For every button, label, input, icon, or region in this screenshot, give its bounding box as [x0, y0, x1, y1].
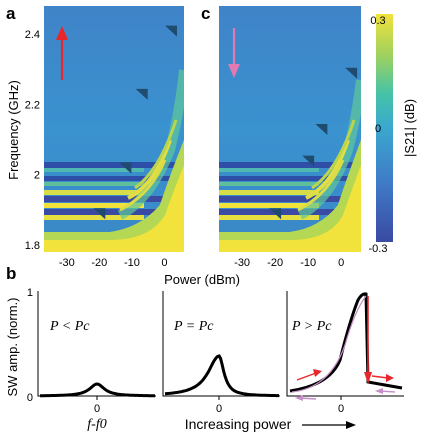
panel-label-b: b — [6, 264, 16, 283]
curve-b3 — [289, 292, 403, 393]
up-arrow-left — [296, 372, 317, 381]
condition-b1: P < Pc — [49, 319, 90, 334]
jump-arrow-head — [364, 372, 372, 384]
x-tick-a-0: -30 — [59, 257, 75, 269]
x-tick-a-2: -10 — [124, 257, 140, 269]
curve-b2 — [164, 354, 279, 398]
y-tick-a-1: 2 — [34, 170, 40, 182]
heatmap-a — [44, 6, 184, 252]
colorbar — [376, 14, 393, 242]
x-tick-a-3: 0 — [161, 257, 167, 269]
sweep-arrow-c — [228, 28, 240, 78]
marker-a-3 — [164, 25, 177, 37]
panel-label-c: c — [201, 4, 210, 23]
marker-a-0 — [93, 208, 106, 220]
marker-c-1 — [302, 155, 315, 167]
x-tick-c-1: -20 — [267, 257, 283, 269]
curve-b1 — [40, 382, 155, 398]
plot-b1: 0 P < Pc f-f0 — [37, 291, 156, 432]
marker-c-3 — [345, 67, 358, 79]
x-tick-c-0: -30 — [234, 257, 250, 269]
x-tick-c-3: 0 — [338, 257, 344, 269]
x-ticks-a: -30 -20 -10 0 — [59, 257, 168, 269]
marker-a-1 — [119, 162, 132, 174]
b3-x-tick: 0 — [338, 403, 344, 415]
markers-a — [93, 25, 177, 220]
y-ticks-a: 1.8 2 2.2 2.4 — [25, 29, 40, 252]
b1-x-tick: 0 — [94, 403, 100, 415]
marker-c-2 — [315, 124, 328, 135]
down-sweep-trace — [291, 295, 367, 393]
plot-b3: 0 P > Pc — [286, 291, 404, 415]
y-tick-a-0: 1.8 — [25, 240, 40, 252]
b-y-tick-0: 0 — [27, 392, 33, 404]
x-tick-a-1: -20 — [91, 257, 107, 269]
y-tick-a-2: 2.2 — [25, 99, 40, 111]
condition-b2: P = Pc — [173, 319, 214, 334]
colorbar-label: |S21| (dB) — [402, 99, 417, 157]
b2-x-tick: 0 — [216, 403, 222, 415]
marker-a-2 — [135, 88, 148, 100]
x-tick-c-2: -10 — [300, 257, 316, 269]
condition-b3: P > Pc — [291, 319, 332, 334]
increasing-power-label: Increasing power — [185, 416, 292, 432]
y-axis-label-b: SW amp. (norm.) — [5, 298, 20, 397]
plot-b2: 0 P = Pc — [162, 291, 280, 415]
markers-c — [269, 67, 358, 220]
up-arrow-right — [371, 375, 389, 379]
marker-c-0 — [269, 208, 282, 220]
x-axis-label-b1: f-f0 — [87, 417, 106, 432]
colorbar-tick-zero: 0 — [375, 123, 381, 135]
x-ticks-c: -30 -20 -10 0 — [234, 257, 344, 269]
y-axis-label-a: Frequency (GHz) — [6, 80, 21, 180]
panel-label-a: a — [6, 4, 16, 23]
b-y-tick-1: 1 — [27, 287, 33, 299]
sweep-arrow-a — [56, 26, 68, 80]
colorbar-tick-max: 0.3 — [370, 15, 385, 27]
y-tick-a-3: 2.4 — [25, 29, 40, 41]
x-axis-label: Power (dBm) — [164, 272, 240, 287]
colorbar-tick-min: -0.3 — [369, 243, 388, 255]
heatmap-c — [219, 6, 361, 252]
